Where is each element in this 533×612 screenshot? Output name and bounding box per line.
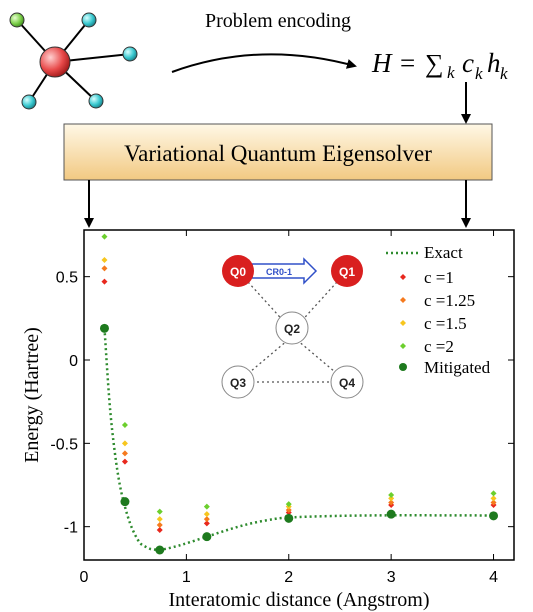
data-point	[156, 508, 163, 515]
gate-label: CR0-1	[266, 267, 292, 277]
data-point	[156, 516, 163, 523]
data-point	[101, 265, 108, 272]
x-tick-label: 0	[80, 569, 89, 586]
y-tick-label: -1	[64, 520, 78, 537]
legend-label: c =1.5	[424, 314, 467, 333]
data-point	[203, 520, 210, 527]
data-point	[490, 499, 497, 506]
svg-text:H: H	[371, 48, 393, 78]
data-point	[121, 422, 128, 428]
qubit-q3	[221, 365, 255, 399]
qubit-q4	[330, 365, 364, 399]
x-axis: 0 1 2 3 4	[80, 230, 498, 586]
cr-gate-arrow-icon	[251, 257, 318, 285]
molecule-icon	[9, 12, 138, 110]
data-point	[121, 458, 128, 465]
legend-swatch	[399, 363, 407, 371]
atom	[9, 12, 25, 28]
data-point	[203, 516, 210, 523]
data-point	[121, 440, 128, 447]
data-point	[285, 507, 292, 513]
svg-text:k: k	[500, 64, 508, 83]
atom	[88, 93, 104, 109]
legend-label: Mitigated	[424, 358, 491, 377]
qubit-q1	[331, 255, 363, 287]
data-point	[490, 495, 497, 502]
hamiltonian-formula: H = ∑ k c k h k	[371, 48, 508, 83]
qubit-layout-inset: CR0-1 Q0 Q1 Q2 Q3 Q4	[221, 255, 364, 399]
data-point	[101, 278, 108, 285]
data-point	[203, 503, 210, 510]
legend-label: c =1.25	[424, 291, 475, 310]
vqe-label: Variational Quantum Eigensolver	[124, 141, 432, 166]
svg-text:h: h	[487, 48, 501, 78]
qubit-q0	[222, 255, 254, 287]
mitigated-point	[489, 511, 499, 521]
x-tick-label: 1	[182, 569, 191, 586]
atom	[122, 46, 138, 62]
legend-swatch	[400, 320, 406, 326]
data-point	[121, 450, 128, 457]
data-point	[490, 490, 497, 497]
y-tick-label: -0.5	[50, 436, 78, 453]
mitigated-point	[120, 497, 130, 507]
encoding-arrow	[171, 53, 357, 73]
vqe-box	[63, 123, 493, 181]
data-point	[388, 492, 395, 498]
data-point	[156, 522, 163, 528]
y-axis: 0.5 0 -0.5 -1	[50, 270, 514, 537]
svg-text:Q0: Q0	[230, 265, 246, 279]
svg-text:k: k	[447, 63, 455, 82]
x-axis-label: Interatomic distance (Angstrom)	[168, 589, 429, 611]
plot-content	[99, 233, 499, 555]
mitigated-point	[284, 513, 294, 523]
legend-label: c =1	[424, 268, 454, 287]
legend-swatch	[400, 297, 406, 303]
legend-swatch	[400, 343, 406, 349]
y-tick-label: 0	[69, 353, 78, 370]
svg-text:∑: ∑	[425, 49, 444, 78]
legend-swatch	[400, 274, 406, 280]
data-point	[101, 257, 108, 263]
svg-text:Q4: Q4	[339, 376, 355, 390]
data-point	[203, 511, 210, 518]
data-point	[388, 495, 395, 502]
data-point	[285, 501, 292, 508]
legend-exact-label: Exact	[424, 243, 463, 262]
mitigated-point	[99, 323, 109, 333]
svg-text:Q3: Q3	[230, 376, 246, 390]
plot-area	[83, 229, 515, 561]
x-tick-label: 4	[489, 569, 498, 586]
atom	[81, 12, 97, 28]
legend-label: c =2	[424, 337, 454, 356]
encoding-label: Problem encoding	[205, 10, 351, 32]
mitigated-point	[155, 545, 165, 555]
y-axis-label: Energy (Hartree)	[21, 327, 43, 463]
svg-text:c: c	[462, 48, 474, 78]
center-atom	[39, 46, 71, 78]
svg-text:Q2: Q2	[284, 322, 300, 336]
mitigated-point	[202, 532, 212, 542]
y-tick-label: 0.5	[56, 270, 78, 287]
data-point	[101, 233, 108, 240]
x-tick-label: 2	[284, 569, 293, 586]
svg-text:Q1: Q1	[339, 265, 355, 279]
svg-text:=: =	[400, 48, 415, 78]
x-tick-label: 3	[387, 569, 396, 586]
svg-text:k: k	[475, 64, 483, 83]
legend: Exact c =1 c =1.25 c =1.5 c =2 Mitigated	[386, 243, 491, 377]
qubit-q2	[275, 311, 309, 345]
mitigated-point	[386, 509, 396, 519]
data-point	[156, 527, 163, 533]
atom	[21, 94, 37, 110]
data-point	[388, 499, 395, 506]
